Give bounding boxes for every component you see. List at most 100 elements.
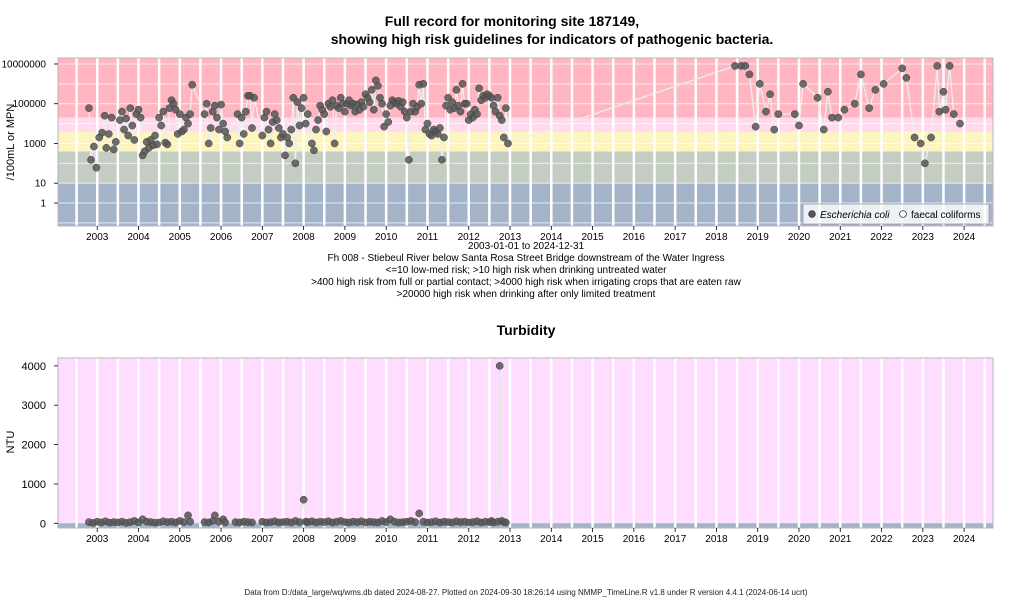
chart1-frame — [57, 57, 994, 227]
ecoli-point — [217, 100, 225, 109]
chart2-y-tick-label: 4000 — [22, 361, 46, 373]
ecoli-point — [102, 144, 111, 152]
chart2-x-tick-label: 2015 — [581, 534, 604, 545]
ecoli-point — [186, 110, 194, 118]
ecoli-point — [104, 130, 113, 138]
ecoli-point — [312, 125, 320, 134]
ecoli-point — [262, 107, 271, 116]
turbidity-point — [248, 518, 256, 527]
ecoli-point — [126, 104, 135, 112]
ecoli-point — [382, 110, 391, 118]
ecoli-point — [840, 105, 849, 114]
ecoli-point — [308, 139, 316, 148]
ecoli-point — [419, 79, 428, 88]
chart1-x-tick-label: 2012 — [458, 232, 481, 243]
ecoli-point — [365, 98, 374, 106]
chart1-x-tick-label: 2014 — [540, 232, 563, 243]
chart1-x-tick-label: 2023 — [912, 232, 935, 243]
chart2-x-tick-label: 2003 — [86, 534, 109, 545]
legend-marker-faecal — [899, 210, 907, 218]
chart1-y-tick-label: 10000000 — [2, 59, 47, 70]
chart2-x-tick-label: 2010 — [375, 534, 398, 545]
ecoli-point — [328, 96, 337, 105]
chart2-frame — [57, 357, 994, 529]
turbidity-baseline-band — [58, 523, 993, 528]
ecoli-point — [956, 119, 964, 128]
chart1-y-tick-label: 100000 — [13, 99, 47, 110]
ecoli-point — [235, 139, 244, 148]
ecoli-point — [274, 124, 283, 132]
chart2-title: Turbidity — [496, 322, 556, 338]
chart1-x-tick-label: 2020 — [788, 232, 811, 243]
chart2-y-tick-label: 1000 — [22, 479, 46, 491]
ecoli-point — [200, 110, 209, 118]
ecoli-point — [239, 130, 248, 138]
chart2-y-tick-label: 3000 — [22, 400, 46, 412]
ecoli-point — [213, 113, 221, 122]
ecoli-point — [237, 113, 246, 122]
ecoli-point — [435, 124, 444, 132]
chart2-x-tick-label: 2019 — [747, 534, 770, 545]
ecoli-point — [504, 139, 512, 148]
chart1-x-tick-label: 2007 — [251, 232, 274, 243]
turbidity-point — [502, 518, 510, 527]
chart1-x-tick-label: 2004 — [127, 232, 150, 243]
ecoli-point — [499, 133, 508, 142]
ecoli-point — [438, 155, 446, 164]
ecoli-point — [475, 84, 483, 93]
ecoli-point — [819, 125, 828, 134]
chart1-x-tick-label: 2022 — [870, 232, 893, 243]
guideline-band-1 — [58, 151, 993, 184]
guideline-band-4 — [58, 58, 993, 118]
chart2-x-tick-label: 2024 — [953, 534, 976, 545]
chart1-x-tick-label: 2021 — [829, 232, 852, 243]
ecoli-point — [111, 138, 120, 146]
chart1-x-tick-label: 2008 — [292, 232, 315, 243]
caption-guideline-2: >400 high risk from full or partial cont… — [311, 277, 741, 288]
chart1-x-tick-label: 2018 — [705, 232, 728, 243]
ecoli-point — [100, 111, 109, 120]
chart1-x-tick-label: 2017 — [664, 232, 687, 243]
chart1-x-tick-label: 2009 — [334, 232, 357, 243]
ecoli-point — [405, 155, 413, 164]
ecoli-point — [130, 136, 139, 144]
ecoli-point — [118, 107, 126, 116]
chart2-x-tick-label: 2013 — [499, 534, 522, 545]
chart2-x-tick-label: 2023 — [912, 534, 935, 545]
ecoli-point — [153, 140, 161, 149]
footer-note: Data from D:/data_large/wq/wms.db dated … — [244, 588, 808, 597]
ecoli-point — [98, 128, 107, 137]
ecoli-point — [949, 110, 958, 118]
chart2-x-tick-label: 2011 — [417, 534, 439, 545]
chart1-x-tick-label: 2005 — [169, 232, 192, 243]
chart2-x-tick-label: 2007 — [251, 534, 274, 545]
chart1-y-tick-label: 10 — [35, 179, 47, 190]
ecoli-point — [458, 79, 467, 88]
ecoli-point — [258, 131, 267, 140]
chart1-y-axis-label: /100mL or MPN — [5, 104, 17, 181]
ecoli-point — [402, 113, 411, 122]
chart2-x-tick-label: 2017 — [664, 534, 687, 545]
turbidity-background — [58, 358, 993, 528]
ecoli-point — [440, 133, 448, 142]
chart1-x-tick-label: 2015 — [581, 232, 604, 243]
ecoli-point — [791, 110, 799, 118]
chart1-x-tick-label: 2019 — [747, 232, 770, 243]
ecoli-point — [155, 113, 163, 122]
ecoli-point — [107, 113, 116, 122]
ecoli-point — [766, 90, 774, 99]
chart1-caption: 2003-01-01 to 2024-12-31 Fh 008 - Stiebe… — [60, 241, 992, 301]
ecoli-point — [206, 124, 215, 132]
ecoli-point — [857, 70, 865, 79]
ecoli-point — [741, 62, 750, 70]
ecoli-point — [902, 74, 911, 82]
turbidity-point — [299, 495, 308, 504]
ecoli-point — [762, 107, 770, 116]
ecoli-point — [341, 107, 349, 116]
ecoli-point — [473, 110, 481, 118]
chart1-title-line2: showing high risk guidelines for indicat… — [330, 31, 774, 47]
ecoli-point — [136, 113, 145, 122]
ecoli-point — [824, 87, 832, 96]
ecoli-point — [175, 110, 184, 118]
